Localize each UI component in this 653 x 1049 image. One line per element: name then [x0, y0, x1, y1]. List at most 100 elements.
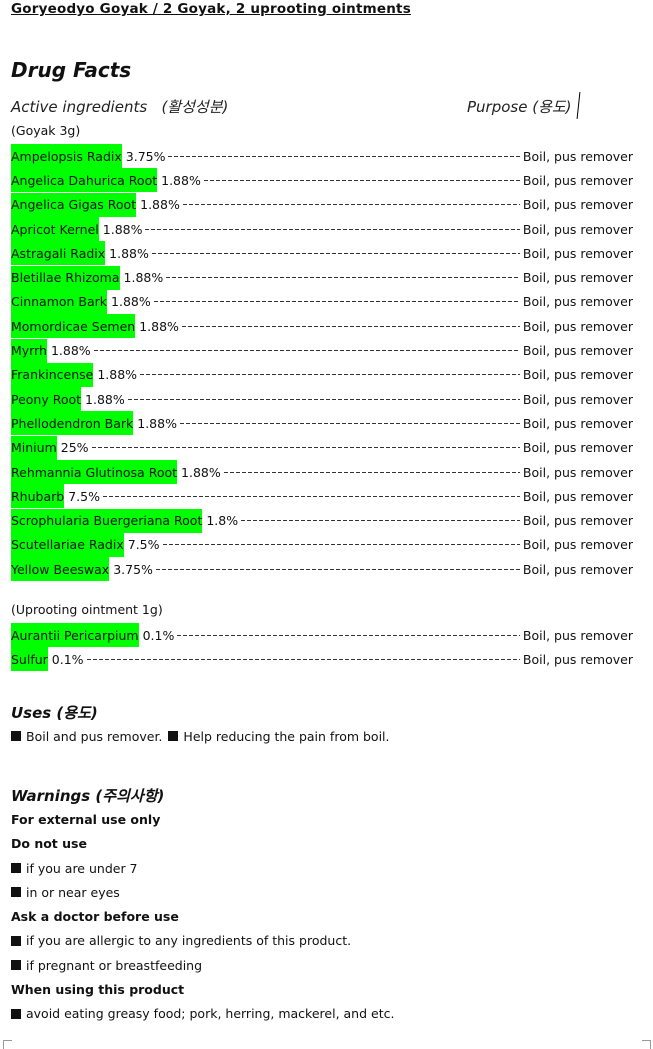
warning-text: in or near eyes [26, 884, 120, 900]
ingredient-purpose: Boil, pus remover [522, 367, 633, 383]
warning-item: in or near eyes [11, 880, 641, 904]
ingredient-percent: 1.88% [181, 464, 221, 480]
ingredient-percent: 1.88% [109, 245, 149, 261]
ingredient-row: Scutellariae Radix 7.5% Boil, pus remover [11, 532, 633, 557]
dash-leader [223, 471, 520, 473]
dash-leader [166, 277, 520, 279]
ingredient-percent: 1.88% [137, 415, 177, 431]
warning-item: if you are allergic to any ingredients o… [11, 929, 641, 953]
when-using-heading: When using this product [11, 982, 185, 998]
ingredient-purpose: Boil, pus remover [522, 415, 633, 431]
ingredient-row: Minium 25% Boil, pus remover [11, 435, 633, 460]
ingredient-percent: 3.75% [113, 561, 153, 577]
ingredient-row: Ampelopsis Radix 3.75% Boil, pus remover [11, 144, 633, 169]
dash-leader [203, 179, 520, 181]
warning-item: if you are under 7 [11, 856, 641, 880]
uprooting-label: (Uprooting ointment 1g) [11, 602, 163, 617]
ingredient-row: Astragali Radix 1.88% Boil, pus remover [11, 241, 633, 266]
ingredient-row: Apricot Kernel 1.88% Boil, pus remover [11, 217, 633, 242]
document-title: Goryeodyo Goyak / 2 Goyak, 2 uprooting o… [11, 1, 411, 17]
warning-text: if you are under 7 [26, 860, 138, 876]
dash-leader [162, 544, 520, 546]
dash-leader [140, 374, 520, 376]
ingredient-percent: 0.1% [142, 627, 175, 643]
ingredient-name: Sulfur [11, 647, 48, 672]
bullet-square-icon [11, 935, 21, 946]
ingredient-purpose: Boil, pus remover [522, 343, 633, 359]
ingredient-purpose: Boil, pus remover [522, 488, 633, 504]
ingredient-purpose: Boil, pus remover [522, 294, 633, 310]
ingredient-purpose: Boil, pus remover [522, 197, 633, 213]
ingredient-percent: 7.5% [127, 537, 160, 553]
dash-leader [241, 520, 520, 522]
dash-leader [168, 155, 520, 157]
uses-heading: Uses (용도) [11, 703, 98, 722]
ingredient-row: Angelica Gigas Root 1.88% Boil, pus remove… [11, 192, 633, 217]
ingredient-percent: 25% [60, 440, 89, 456]
bullet-square-icon [11, 887, 21, 898]
ingredient-name: Apricot Kernel [11, 217, 99, 242]
dash-leader [145, 228, 520, 230]
ingredient-purpose: Boil, pus remover [522, 440, 633, 456]
ingredient-purpose: Boil, pus remover [522, 270, 633, 286]
ingredient-percent: 1.88% [102, 221, 143, 237]
ingredient-row: Myrrh 1.88% Boil, pus remover [11, 338, 633, 363]
purpose-label: Purpose (용도) [467, 98, 572, 116]
ingredient-purpose: Boil, pus remover [522, 391, 633, 407]
do-not-use-heading: Do not use [11, 836, 87, 852]
ingredient-purpose: Boil, pus remover [522, 627, 633, 643]
ingredient-row: Yellow Beeswax 3.75% Boil, pus remover [11, 557, 633, 582]
uses-section: Uses (용도) Boil and pus remover. Help red… [11, 700, 641, 749]
dash-leader [181, 325, 520, 327]
dash-leader [177, 634, 520, 636]
ingredient-row: Bletillae Rhizoma 1.88% Boil, pus remover [11, 265, 633, 290]
ingredient-name: Angelica Dahurica Root [11, 168, 158, 193]
ingredient-purpose: Boil, pus remover [522, 464, 633, 480]
uses-item: Boil and pus remover. [26, 728, 163, 744]
ingredient-name: Minium [11, 435, 57, 460]
dash-leader [153, 301, 520, 303]
dash-leader [127, 398, 520, 400]
ingredient-name: Cinnamon Bark [11, 289, 108, 314]
ingredient-row: Momordicae Semen 1.88% Boil, pus remover [11, 314, 633, 339]
goyak-ingredient-list: Ampelopsis Radix 3.75% Boil, pus remover An… [11, 144, 633, 582]
ingredient-row: Rhubarb 7.5% Boil, pus remover [11, 484, 633, 509]
ingredient-row: Cinnamon Bark 1.88% Boil, pus remover [11, 289, 633, 314]
ingredient-row: Aurantii Pericarpium 0.1% Boil, pus remove… [11, 623, 633, 648]
dash-leader [155, 568, 520, 570]
ingredient-percent: 1.88% [140, 197, 180, 213]
active-ingredients-label: Active ingredients (활성성분) [11, 98, 229, 116]
dash-leader [93, 350, 520, 352]
warnings-heading: Warnings (주의사항) [11, 786, 165, 805]
ingredient-percent: 1.88% [111, 294, 151, 310]
ingredient-percent: 1.88% [50, 343, 91, 359]
ingredient-row: Angelica Dahurica Root 1.88% Boil, pus rem… [11, 168, 633, 193]
ingredient-row: Peony Root 1.88% Boil, pus remover [11, 387, 633, 412]
ingredient-name: Myrrh [11, 338, 47, 363]
ingredient-name: Ampelopsis Radix [11, 144, 122, 169]
ingredient-name: Scutellariae Radix [11, 532, 124, 557]
uprooting-ingredient-list: Aurantii Pericarpium 0.1% Boil, pus remove… [11, 623, 633, 672]
ingredient-purpose: Boil, pus remover [522, 172, 633, 188]
ingredient-percent: 7.5% [68, 488, 100, 504]
warning-item: if pregnant or breastfeeding [11, 953, 641, 977]
ingredient-purpose: Boil, pus remover [522, 513, 633, 529]
ingredient-row: Scrophularia Buergeriana Root 1.8% Boil, p… [11, 508, 633, 533]
dash-leader [102, 495, 520, 497]
ingredient-purpose: Boil, pus remover [522, 221, 633, 237]
ingredient-percent: 1.88% [97, 367, 138, 383]
ingredient-percent: 0.1% [51, 651, 84, 667]
ingredient-name: Momordicae Semen [11, 314, 136, 339]
ingredient-purpose: Boil, pus remover [522, 561, 633, 577]
drug-facts-heading: Drug Facts [11, 58, 132, 82]
goyak-label: (Goyak 3g) [11, 123, 81, 138]
ingredient-name: Rehmannia Glutinosa Root [11, 460, 178, 484]
ingredient-percent: 1.88% [123, 270, 164, 286]
ingredient-name: Aurantii Pericarpium [11, 623, 139, 648]
ingredient-percent: 1.88% [139, 318, 179, 334]
dash-leader [86, 658, 520, 660]
dash-leader [179, 422, 520, 424]
bullet-square-icon [11, 1008, 21, 1019]
ingredient-purpose: Boil, pus remover [522, 537, 633, 553]
dash-leader [182, 204, 520, 206]
